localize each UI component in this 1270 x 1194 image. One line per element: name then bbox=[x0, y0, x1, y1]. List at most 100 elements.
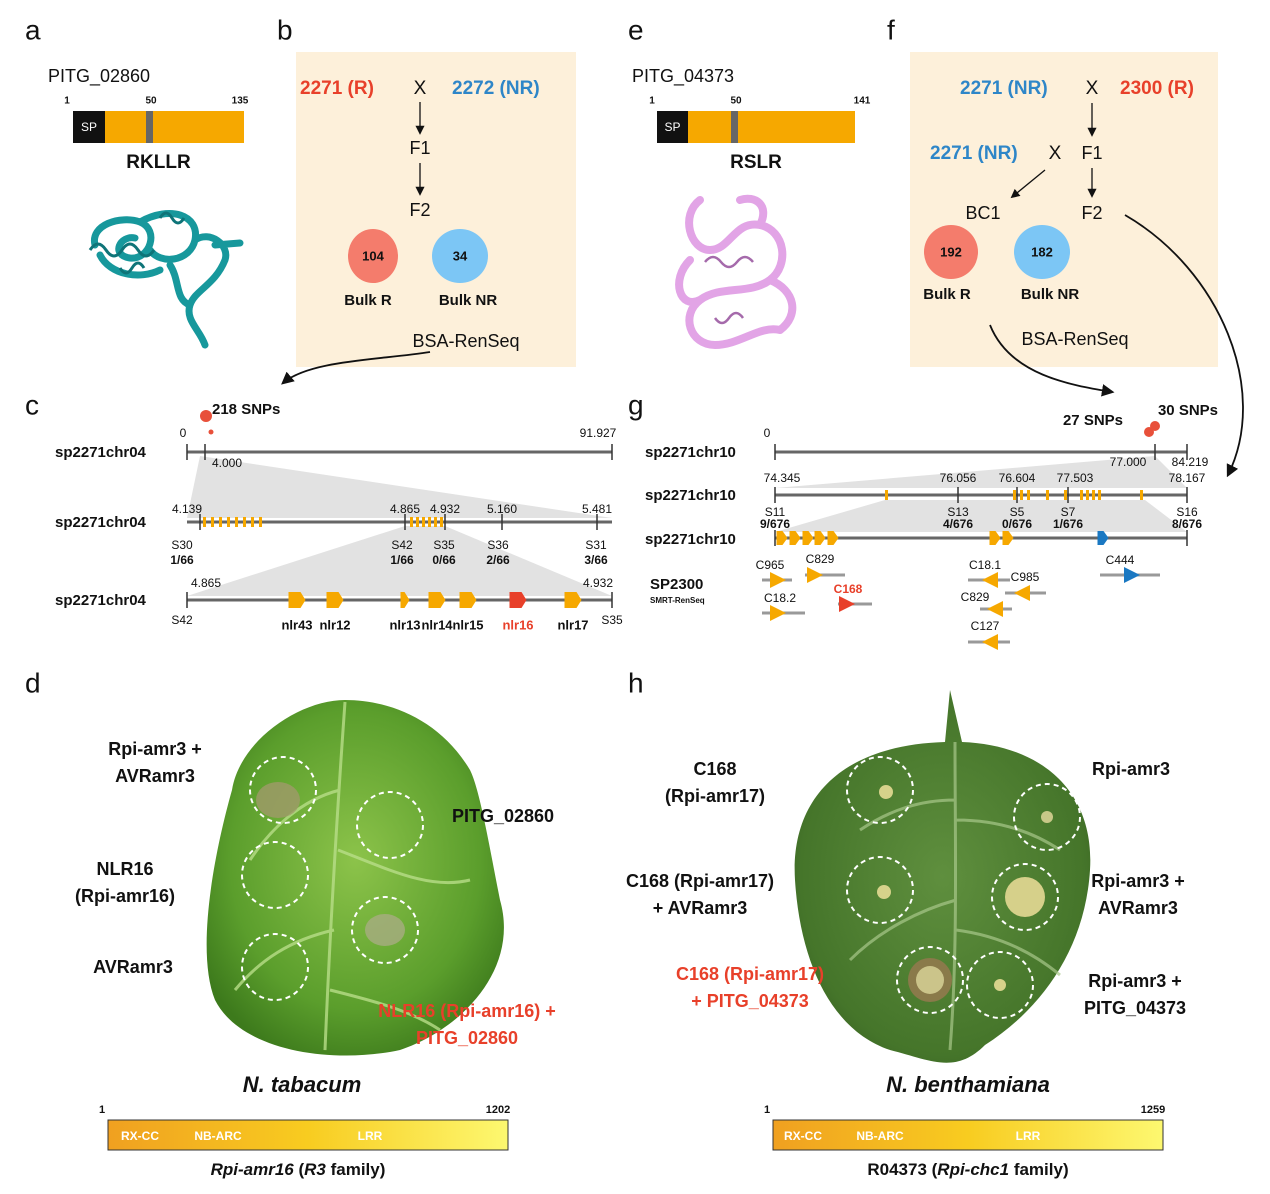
contig-name: C829 bbox=[806, 552, 835, 566]
position-label: 78.167 bbox=[1169, 471, 1206, 485]
nlr-locus bbox=[1092, 490, 1095, 500]
contig-name: C985 bbox=[1011, 570, 1040, 584]
site bbox=[846, 856, 914, 924]
bulk-label: Bulk R bbox=[344, 292, 392, 309]
lesion bbox=[994, 979, 1006, 991]
parent: 2271 (R) bbox=[300, 78, 374, 99]
nlr-locus bbox=[259, 517, 262, 527]
parent: 2271 (NR) bbox=[930, 143, 1018, 164]
position-label: 4.932 bbox=[430, 502, 460, 516]
position-label: 1259 bbox=[1141, 1104, 1165, 1116]
method: BSA-RenSeq bbox=[412, 331, 519, 351]
marker-ratio: 1/66 bbox=[170, 553, 194, 567]
arrow bbox=[281, 351, 431, 385]
infiltration-sites bbox=[241, 756, 1081, 1019]
nlr-locus bbox=[227, 517, 230, 527]
snp-count: 27 SNPs bbox=[1063, 412, 1123, 429]
marker-name: S7 bbox=[1061, 505, 1076, 519]
domain-label: SP bbox=[664, 120, 680, 134]
gene bbox=[802, 531, 814, 545]
track-name: sp2271chr04 bbox=[55, 444, 147, 461]
nlr-locus bbox=[211, 517, 214, 527]
protein-structure bbox=[675, 194, 797, 350]
caption-part: Rpi-chc1 bbox=[937, 1160, 1009, 1179]
nlr-locus bbox=[1013, 490, 1016, 500]
gene bbox=[776, 531, 788, 545]
bulk-label: Bulk R bbox=[923, 286, 971, 303]
contig-name: C965 bbox=[756, 558, 785, 572]
site bbox=[249, 756, 317, 824]
position-label: 5.160 bbox=[487, 502, 517, 516]
track-name: sp2271chr04 bbox=[55, 592, 147, 609]
infiltration-label: PITG_04373 bbox=[1084, 998, 1186, 1018]
lesion bbox=[877, 885, 891, 899]
site bbox=[846, 756, 914, 824]
position-label: 141 bbox=[854, 96, 871, 107]
domain-label: NB-ARC bbox=[194, 1129, 242, 1143]
site bbox=[1013, 783, 1081, 851]
site bbox=[356, 791, 424, 859]
marker-name: S5 bbox=[1010, 505, 1025, 519]
panel-letter: e bbox=[628, 14, 644, 45]
snp-count: 218 SNPs bbox=[212, 401, 280, 418]
generation: F1 bbox=[409, 138, 430, 158]
site bbox=[241, 933, 309, 1001]
bulk-r bbox=[924, 225, 978, 279]
infiltration-label: C168 bbox=[693, 759, 736, 779]
contig-name: C829 bbox=[961, 590, 990, 604]
panel-f-box bbox=[910, 52, 1218, 367]
signal-peptide bbox=[657, 111, 688, 143]
zoom-shade bbox=[187, 456, 612, 518]
contig-gene bbox=[839, 596, 855, 612]
caption: Rpi-amr16 (R3 family) bbox=[211, 1160, 386, 1179]
panel-letter: f bbox=[887, 14, 895, 45]
infiltration-label: (Rpi-amr17) bbox=[665, 786, 765, 806]
gene-name: nlr14 bbox=[421, 617, 453, 632]
position-label: 76.604 bbox=[999, 471, 1036, 485]
marker-ratio: 8/676 bbox=[1172, 517, 1202, 531]
track-name: sp2271chr10 bbox=[645, 531, 736, 548]
track-name: sp2271chr10 bbox=[645, 487, 736, 504]
parent: 2272 (NR) bbox=[452, 78, 540, 99]
gene bbox=[326, 592, 344, 608]
species: N. tabacum bbox=[243, 1072, 362, 1097]
marker-ratio: 9/676 bbox=[760, 517, 790, 531]
contig-gene bbox=[982, 634, 998, 650]
generation: F2 bbox=[409, 200, 430, 220]
domain-label: LRR bbox=[1016, 1129, 1041, 1143]
position-label: 91.927 bbox=[580, 426, 617, 440]
contig-gene bbox=[770, 572, 786, 588]
caption-part: R3 bbox=[304, 1160, 326, 1179]
contig-name: C168 bbox=[834, 582, 863, 596]
species: N. benthamiana bbox=[886, 1072, 1050, 1097]
gene-name: nlr13 bbox=[389, 617, 420, 632]
parent: 2271 (NR) bbox=[960, 78, 1048, 99]
position-label: 4.865 bbox=[191, 576, 221, 590]
nlr-locus bbox=[1064, 490, 1067, 500]
marker-ratio: 1/66 bbox=[390, 553, 414, 567]
infiltration-label: Rpi-amr3 + bbox=[108, 739, 202, 759]
marker-name: S42 bbox=[171, 613, 193, 627]
position-label: 0 bbox=[764, 426, 771, 440]
track-name: sp2271chr10 bbox=[645, 444, 736, 461]
marker-name: S31 bbox=[585, 538, 607, 552]
gene-name: nlr16 bbox=[502, 617, 533, 632]
protein-helix bbox=[88, 211, 186, 275]
nlr-locus bbox=[416, 517, 419, 527]
nlr-locus bbox=[203, 517, 206, 527]
arrow bbox=[989, 324, 1115, 397]
nlr-locus bbox=[1080, 490, 1083, 500]
infiltration-label: Rpi-amr3 bbox=[1092, 759, 1170, 779]
gene bbox=[459, 592, 477, 608]
nlr-locus bbox=[410, 517, 413, 527]
lesion bbox=[1041, 811, 1053, 823]
marker-name: S36 bbox=[487, 538, 509, 552]
domain-label: SP bbox=[81, 120, 97, 134]
caption-part: family) bbox=[1009, 1160, 1069, 1179]
gene-name: nlr43 bbox=[281, 617, 312, 632]
nlr-locus bbox=[428, 517, 431, 527]
gene bbox=[827, 531, 839, 545]
caption-part: ( bbox=[294, 1160, 305, 1179]
nlr-locus bbox=[243, 517, 246, 527]
gene bbox=[789, 531, 801, 545]
